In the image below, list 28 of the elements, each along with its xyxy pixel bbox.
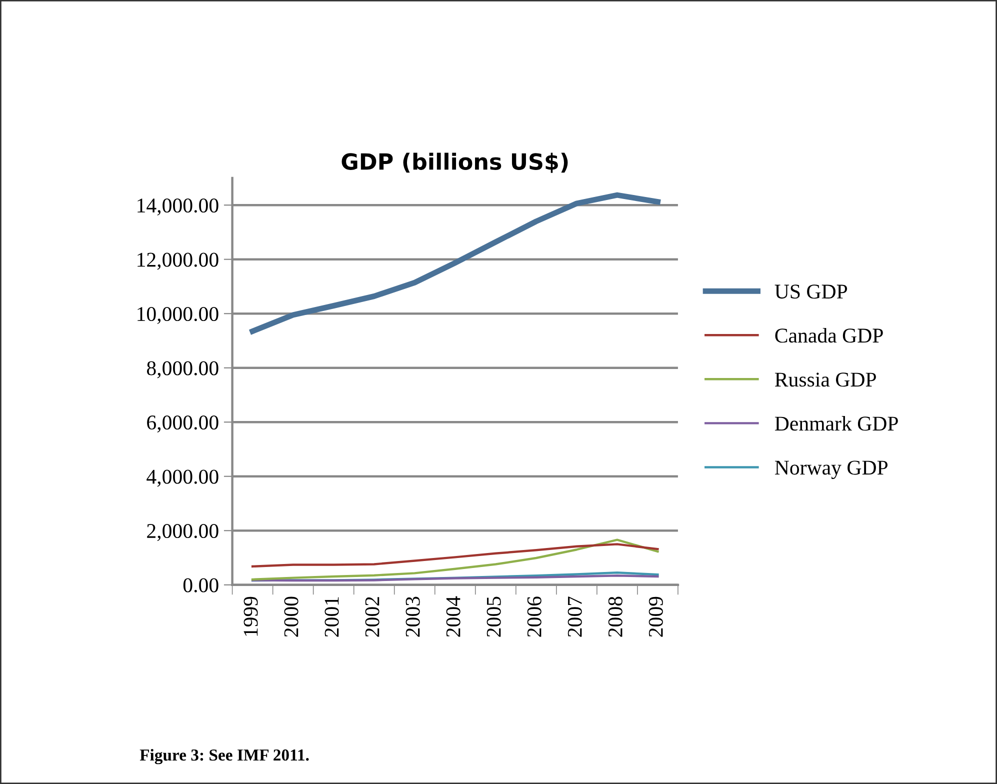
- x-tick-label: 2007: [568, 596, 582, 637]
- x-tick-label: 2001: [324, 597, 339, 637]
- x-tick-label: 2008: [608, 596, 622, 637]
- line-series: [251, 543, 659, 568]
- y-tick-label: 0.00: [183, 578, 218, 592]
- x-tick-label: 2003: [406, 596, 420, 637]
- chart-title: GDP (billions US$): [342, 152, 568, 173]
- legend-label: Russia GDP: [774, 372, 876, 387]
- x-tick-label: 2006: [527, 596, 542, 637]
- y-tick-label: 2,000.00: [147, 524, 218, 542]
- line-series: [251, 538, 659, 581]
- x-tick-label: 2004: [446, 596, 460, 637]
- y-tick-label: 4,000.00: [146, 470, 218, 487]
- x-tick-label: 2009: [648, 596, 663, 637]
- y-tick-label: 12,000.00: [138, 252, 218, 270]
- x-tick-label: 2000: [284, 596, 298, 637]
- x-tick-label: 2002: [365, 597, 380, 637]
- y-tick-label: 8,000.00: [146, 361, 218, 378]
- legend-label: Canada GDP: [775, 328, 883, 343]
- y-tick-label: 10,000.00: [138, 306, 218, 324]
- y-tick-label: 14,000.00: [138, 198, 218, 216]
- legend-label: Denmark GDP: [774, 416, 898, 431]
- caption: Figure 3: See IMF 2011.: [140, 748, 309, 764]
- legend-label: US GDP: [774, 284, 848, 299]
- legend-label: Norway GDP: [774, 460, 888, 479]
- y-tick-label: 6,000.00: [147, 415, 218, 433]
- x-tick-label: 1999: [244, 596, 258, 636]
- x-tick-label: 2005: [486, 596, 501, 637]
